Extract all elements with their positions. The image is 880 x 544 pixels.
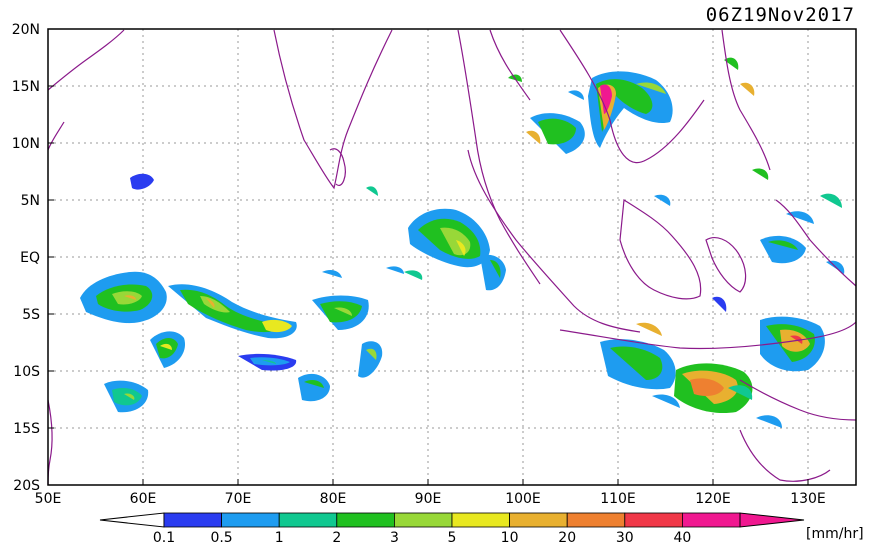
precip-cluster-south-indian-west <box>80 271 297 339</box>
legend-over-triangle <box>739 512 805 528</box>
legend-swatch <box>624 512 683 528</box>
legend-under-triangle <box>99 512 165 528</box>
map-title: 06Z19Nov2017 <box>706 4 855 26</box>
lon-label: 60E <box>130 491 157 507</box>
precip-cluster-maritime-continent <box>600 57 845 428</box>
lat-label: 15S <box>13 421 40 437</box>
precip-cluster-equatorial-bengal <box>130 173 506 291</box>
axis-ticks <box>47 28 809 486</box>
lon-label: 100E <box>505 491 541 507</box>
lon-label: 120E <box>695 491 731 507</box>
lat-label: EQ <box>20 250 40 266</box>
legend-swatch <box>221 512 280 528</box>
legend-tick-label: 5 <box>448 530 457 544</box>
legend-tick-label: 20 <box>558 530 576 544</box>
legend-swatch <box>509 512 568 528</box>
precip-cluster-south-indian-mid <box>104 270 383 413</box>
lon-label: 90E <box>415 491 442 507</box>
legend-units: [mm/hr] <box>806 526 864 542</box>
lon-label: 80E <box>320 491 347 507</box>
legend-swatches <box>163 512 741 528</box>
legend-tick-label: 40 <box>673 530 691 544</box>
lat-label: 15N <box>12 79 40 95</box>
legend-swatch <box>682 512 741 528</box>
lon-label: 130E <box>790 491 826 507</box>
legend-tick-labels: 0.1 0.5 1 2 3 5 10 20 30 40 <box>153 530 691 544</box>
latitude-labels: 20N 15N 10N 5N EQ 5S 10S 15S 20S <box>12 22 40 494</box>
lat-label: 5N <box>21 193 40 209</box>
legend-tick-label: 0.5 <box>210 530 232 544</box>
legend-tick-label: 10 <box>501 530 519 544</box>
legend-swatch <box>278 512 338 528</box>
legend-swatch <box>451 512 510 528</box>
lat-label: 10S <box>13 364 40 380</box>
precipitation-field <box>80 57 845 428</box>
legend-swatch <box>336 512 395 528</box>
legend-swatch <box>566 512 626 528</box>
legend-swatch <box>163 512 222 528</box>
legend-swatch <box>393 512 453 528</box>
legend-tick-label: 30 <box>616 530 634 544</box>
legend-tick-label: 0.1 <box>153 530 175 544</box>
lon-label: 70E <box>225 491 252 507</box>
lat-label: 10N <box>12 136 40 152</box>
lat-label: 20S <box>13 478 40 494</box>
lat-label: 5S <box>22 307 40 323</box>
coastlines <box>47 29 857 486</box>
legend-tick-label: 3 <box>390 530 399 544</box>
lon-label: 50E <box>35 491 62 507</box>
lon-label: 110E <box>600 491 636 507</box>
color-legend: 0.1 0.5 1 2 3 5 10 20 30 40 [mm/hr] <box>99 512 864 544</box>
legend-tick-label: 1 <box>275 530 284 544</box>
precip-cluster-south-china-sea <box>508 71 673 154</box>
legend-tick-label: 2 <box>332 530 341 544</box>
longitude-labels: 50E 60E 70E 80E 90E 100E 110E 120E 130E <box>35 491 826 507</box>
lat-label: 20N <box>12 22 40 38</box>
